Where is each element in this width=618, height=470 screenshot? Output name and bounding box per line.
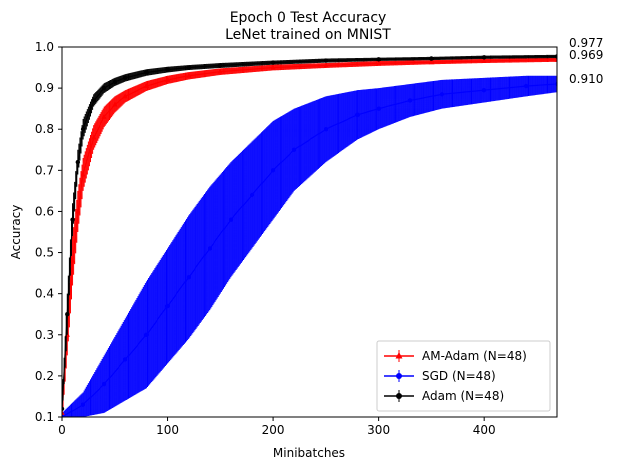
y-tick-label: 0.1 — [35, 410, 54, 424]
y-axis-label: Accuracy — [9, 205, 23, 260]
x-axis: 0 100 200 300 400 — [58, 417, 496, 437]
series-0-point — [270, 64, 276, 70]
series-1-point — [144, 332, 149, 337]
series-0-point — [122, 93, 128, 99]
series-2-point — [186, 65, 191, 70]
series-0-point — [217, 68, 223, 74]
series-2-point — [70, 217, 75, 222]
series-0-point — [75, 208, 81, 214]
series-1-point — [524, 83, 529, 89]
legend-label: SGD (N=48) — [422, 369, 496, 383]
series-0-point — [428, 59, 435, 65]
y-tick-label: 0.5 — [35, 246, 54, 260]
series-0-point — [376, 60, 382, 66]
y-tick-label: 0.3 — [35, 328, 54, 342]
series-2-point — [554, 54, 557, 59]
series-1-point — [270, 168, 276, 173]
series-0-point — [91, 134, 97, 140]
series-0-point — [112, 101, 118, 107]
series-1 — [62, 75, 557, 417]
series-0-point — [101, 113, 107, 119]
chart-subtitle: LeNet trained on MNIST — [225, 27, 391, 43]
y-tick-label: 0.4 — [35, 287, 54, 301]
series-1-line — [62, 83, 556, 417]
series-0-point — [164, 76, 171, 82]
series-layer — [62, 54, 557, 417]
x-tick-label: 400 — [473, 423, 496, 437]
series-2-point — [429, 56, 434, 61]
x-axis-label: Minibatches — [273, 446, 345, 460]
series-1-point — [186, 275, 191, 280]
x-tick-label: 0 — [58, 423, 66, 437]
series-2-point — [75, 159, 81, 165]
series-1-point — [554, 81, 557, 87]
series-1-point — [439, 92, 445, 97]
series-2-point — [323, 58, 329, 63]
series-2-point — [270, 60, 276, 65]
y-tick-label: 0.8 — [35, 122, 54, 136]
series-2-point — [123, 75, 128, 81]
series-1-point — [165, 303, 170, 309]
series-1-point — [408, 98, 413, 103]
legend-box — [376, 340, 551, 412]
series-2-point — [91, 98, 96, 103]
series-1-point — [249, 192, 255, 198]
series-0 — [62, 56, 557, 417]
series-1-point — [291, 147, 297, 152]
series-1-point — [62, 414, 65, 417]
series-1-point — [323, 127, 329, 132]
series-0-point — [481, 57, 487, 63]
series-0-point — [323, 62, 329, 68]
series-0-final-label: 0.969 — [569, 48, 603, 62]
series-1-point — [355, 112, 360, 118]
legend-marker — [395, 352, 403, 359]
y-tick-label: 0.9 — [35, 81, 54, 95]
series-1-point — [376, 106, 381, 111]
series-0-line — [62, 59, 556, 413]
series-2-point — [62, 406, 65, 411]
series-2-point — [144, 70, 149, 75]
series-2-point — [80, 127, 86, 132]
y-tick-label: 1.0 — [35, 40, 54, 54]
y-tick-label: 0.6 — [35, 204, 54, 218]
legend: AM-Adam (N=48) SGD (N=48) Adam (N=48) — [376, 340, 551, 412]
y-axis: 0.1 0.2 0.3 0.4 0.5 0.6 0.7 0.8 0.9 1.0 — [35, 40, 62, 424]
series-2-point — [165, 67, 170, 72]
series-0-point — [62, 409, 65, 415]
series-0-point — [186, 72, 192, 78]
series-2-point — [218, 63, 223, 68]
series-0-point — [143, 83, 150, 89]
series-1-point — [207, 246, 212, 251]
series-2-point — [65, 312, 70, 317]
series-1-point — [80, 402, 86, 407]
series-1-point — [228, 217, 234, 222]
series-1-final-label: 0.910 — [569, 72, 603, 86]
series-1-point — [123, 357, 128, 362]
series-2 — [62, 54, 557, 417]
legend-label: Adam (N=48) — [422, 389, 504, 403]
legend-marker — [396, 373, 402, 379]
series-0-point — [69, 257, 76, 263]
x-tick-label: 200 — [262, 423, 285, 437]
y-tick-label: 0.7 — [35, 163, 54, 177]
series-2-point — [376, 57, 381, 62]
series-1-point — [102, 381, 107, 387]
x-tick-label: 300 — [367, 423, 390, 437]
series-2-final-label: 0.977 — [569, 36, 603, 50]
series-2-point — [102, 85, 107, 91]
series-0-point — [80, 171, 86, 177]
plot-frame — [61, 46, 558, 418]
legend-marker — [396, 393, 402, 399]
series-2-point — [112, 79, 117, 85]
series-2-point — [481, 55, 487, 60]
legend-label: AM-Adam (N=48) — [422, 349, 527, 363]
y-tick-label: 0.2 — [35, 369, 54, 383]
chart-title: Epoch 0 Test Accuracy — [230, 10, 387, 26]
series-1-point — [481, 87, 487, 93]
series-0-point — [554, 56, 557, 62]
x-tick-label: 100 — [156, 423, 179, 437]
